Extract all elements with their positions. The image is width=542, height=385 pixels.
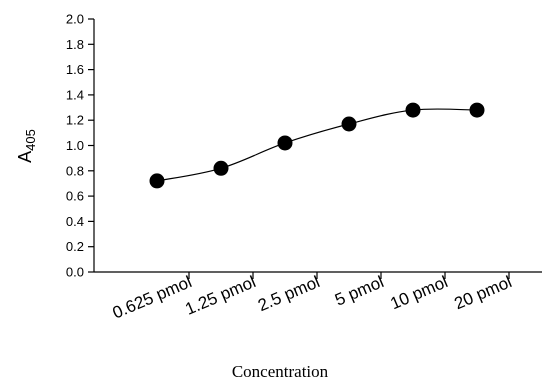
y-tick-label: 1.0 bbox=[66, 138, 84, 153]
y-axis-title: A405 bbox=[15, 129, 38, 163]
y-tick-label: 0.8 bbox=[66, 163, 84, 178]
svg-text:A405: A405 bbox=[15, 129, 38, 163]
data-point bbox=[149, 173, 165, 189]
x-tick-label: 20 pmol bbox=[451, 272, 514, 313]
y-tick-label: 1.8 bbox=[66, 37, 84, 52]
x-tick-label: 5 pmol bbox=[332, 272, 386, 309]
y-tick-label: 1.2 bbox=[66, 113, 84, 128]
x-axis-title: Concentration bbox=[232, 362, 329, 381]
y-tick-label: 0.0 bbox=[66, 265, 84, 280]
y-tick-label: 1.6 bbox=[66, 62, 84, 77]
data-point bbox=[469, 102, 485, 118]
y-tick-label: 2.0 bbox=[66, 12, 84, 27]
data-point bbox=[341, 116, 357, 132]
data-point bbox=[277, 135, 293, 151]
y-axis-title-subscript: 405 bbox=[23, 129, 38, 151]
y-tick-label: 1.4 bbox=[66, 87, 84, 102]
y-tick-label: 0.2 bbox=[66, 239, 84, 254]
x-tick-label: 0.625 pmol bbox=[110, 272, 195, 322]
x-tick-label: 1.25 pmol bbox=[182, 272, 258, 319]
x-tick-label: 10 pmol bbox=[387, 272, 450, 313]
y-tick-label: 0.6 bbox=[66, 189, 84, 204]
data-point bbox=[405, 102, 421, 118]
series-layer bbox=[149, 102, 485, 189]
x-tick-label: 2.5 pmol bbox=[255, 272, 322, 315]
y-ticks: 0.0 0.2 0.4 0.6 0.8 1.0 1.2 1.4 1.6 1.8 2.0 bbox=[66, 12, 94, 280]
series-line bbox=[156, 108, 478, 182]
data-point bbox=[213, 160, 229, 176]
y-axis-title-main: A bbox=[15, 151, 35, 163]
y-tick-label: 0.4 bbox=[66, 214, 84, 229]
